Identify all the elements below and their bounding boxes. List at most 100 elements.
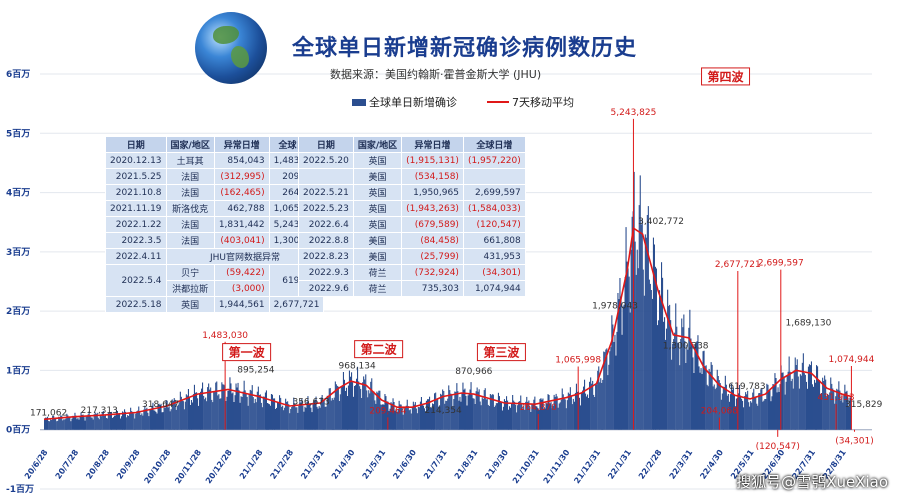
daily-bar: [633, 171, 635, 430]
x-tick-label: 22/1/31: [606, 448, 633, 481]
daily-bar: [52, 416, 54, 430]
daily-bar: [393, 402, 395, 430]
daily-bar: [690, 338, 692, 430]
daily-bar: [411, 406, 413, 430]
annotation-label: 870,966: [455, 367, 492, 377]
daily-bar: [428, 399, 430, 430]
daily-bar: [133, 413, 135, 430]
daily-bar: [841, 397, 843, 430]
daily-bar: [486, 399, 488, 430]
daily-bar: [479, 401, 481, 430]
table-row: 2022.8.23 美国 (25,799) 431,953: [298, 248, 526, 265]
daily-bar: [522, 408, 524, 430]
daily-bar: [659, 290, 661, 430]
daily-bar: [627, 268, 629, 430]
daily-bar: [793, 370, 795, 430]
daily-bar: [412, 401, 414, 430]
daily-bar: [818, 380, 820, 430]
daily-bar: [568, 393, 570, 430]
daily-bar: [541, 399, 543, 430]
daily-bar: [322, 400, 324, 430]
daily-bar: [477, 391, 479, 430]
daily-bar: [719, 383, 721, 430]
daily-bar: [400, 404, 402, 430]
x-axis: 20/6/28 20/7/28 20/8/28 20/9/28 20/10/28 20/1…: [23, 448, 848, 486]
daily-bar: [193, 384, 195, 430]
daily-bar: [843, 394, 845, 430]
y-axis: 6百万 5百万 4百万 3百万 2百万 1百万 0百万 -1百万: [6, 69, 34, 495]
daily-bar: [318, 406, 320, 430]
daily-bar: [440, 393, 442, 430]
daily-bar: [382, 404, 384, 430]
daily-bar: [616, 331, 618, 430]
daily-bar: [612, 324, 614, 430]
daily-bar: [514, 401, 516, 430]
daily-bar: [278, 402, 280, 430]
daily-bar: [212, 402, 214, 430]
daily-bar: [317, 408, 319, 430]
daily-bar: [618, 299, 620, 430]
x-tick-label: 21/5/31: [361, 448, 388, 481]
daily-bar: [367, 397, 369, 430]
daily-bar: [560, 399, 562, 430]
annotation-label: 2,677,721: [715, 260, 761, 270]
daily-bar: [593, 394, 595, 430]
daily-bar: [767, 384, 769, 430]
daily-bar: [49, 421, 51, 430]
daily-bar: [85, 416, 87, 430]
daily-bar: [255, 402, 257, 430]
daily-bar: [665, 339, 667, 430]
daily-bar: [78, 419, 80, 430]
annotation-label: 1,300,338: [663, 342, 709, 352]
daily-bar: [830, 377, 832, 430]
daily-bar: [733, 395, 735, 430]
daily-bar: [293, 397, 295, 430]
annotation-label: 264,870: [520, 403, 557, 413]
daily-bar: [68, 416, 70, 430]
legend-line-swatch: [487, 101, 509, 103]
daily-bar: [505, 401, 507, 430]
daily-bar: [376, 391, 378, 430]
daily-bar: [331, 398, 333, 430]
daily-bar: [187, 389, 189, 430]
daily-bar: [823, 381, 825, 430]
daily-bar: [364, 379, 366, 430]
daily-bar: [270, 394, 272, 430]
daily-bar: [801, 362, 803, 430]
table-row: 2022.9.6 荷兰 735,303 1,074,944: [298, 280, 526, 297]
daily-bar: [625, 227, 627, 430]
daily-bar: [104, 415, 106, 430]
daily-bar: [442, 389, 444, 430]
daily-bar: [812, 386, 814, 430]
daily-bar: [487, 404, 489, 430]
daily-bar: [800, 375, 802, 430]
daily-bar: [580, 393, 582, 430]
daily-bar: [160, 403, 162, 430]
daily-bar: [747, 390, 749, 430]
daily-bar: [507, 400, 509, 430]
daily-bar: [103, 415, 105, 430]
daily-bar: [490, 395, 492, 430]
table-row: 2021.10.8法国(162,465)264,870: [105, 184, 325, 201]
daily-bar: [362, 382, 364, 430]
daily-bar: [132, 411, 134, 430]
daily-bar: [715, 387, 717, 430]
daily-bar: [702, 351, 704, 430]
daily-bar: [667, 289, 669, 430]
daily-bar: [211, 399, 213, 430]
daily-bar: [344, 391, 346, 430]
daily-bar: [809, 365, 811, 430]
daily-bar: [88, 411, 90, 430]
wave-label-text: 第二波: [361, 342, 398, 357]
daily-bar: [123, 412, 125, 430]
daily-bar: [600, 378, 602, 430]
daily-bar: [847, 398, 849, 430]
daily-bar: [628, 276, 630, 430]
daily-bar: [666, 328, 668, 430]
daily-bar: [185, 394, 187, 430]
daily-bar: [765, 399, 767, 430]
daily-bar: [405, 405, 407, 430]
daily-bar: [711, 364, 713, 430]
daily-bar: [458, 400, 460, 430]
daily-bar: [814, 379, 816, 430]
